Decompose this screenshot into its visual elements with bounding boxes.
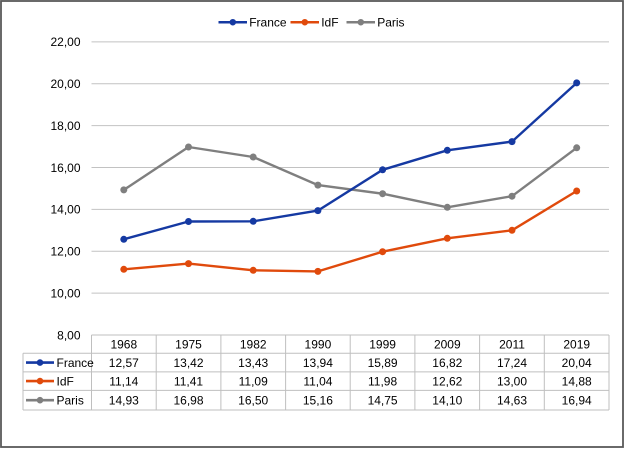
svg-text:14,93: 14,93 <box>109 394 139 408</box>
svg-text:16,98: 16,98 <box>173 394 203 408</box>
svg-text:12,00: 12,00 <box>50 245 80 259</box>
svg-text:France: France <box>57 356 95 370</box>
svg-text:10,00: 10,00 <box>50 286 80 300</box>
svg-text:15,89: 15,89 <box>368 356 398 370</box>
svg-text:20,00: 20,00 <box>50 77 80 91</box>
svg-text:16,50: 16,50 <box>238 394 268 408</box>
svg-text:15,16: 15,16 <box>303 394 333 408</box>
svg-text:2019: 2019 <box>563 337 590 351</box>
svg-text:13,00: 13,00 <box>497 374 527 388</box>
svg-text:11,98: 11,98 <box>368 374 397 388</box>
svg-text:IdF: IdF <box>57 374 74 388</box>
svg-text:16,82: 16,82 <box>432 356 462 370</box>
svg-text:18,00: 18,00 <box>50 119 80 133</box>
svg-text:1999: 1999 <box>369 337 396 351</box>
svg-text:2011: 2011 <box>499 337 525 351</box>
svg-text:12,57: 12,57 <box>109 356 139 370</box>
svg-text:2009: 2009 <box>434 337 461 351</box>
svg-text:20,04: 20,04 <box>562 356 592 370</box>
svg-text:11,14: 11,14 <box>109 374 138 388</box>
svg-text:17,24: 17,24 <box>497 356 527 370</box>
svg-text:14,00: 14,00 <box>50 203 80 217</box>
svg-text:11,09: 11,09 <box>239 374 268 388</box>
svg-text:1982: 1982 <box>240 337 267 351</box>
svg-text:11,04: 11,04 <box>303 374 332 388</box>
svg-text:8,00: 8,00 <box>57 328 81 342</box>
svg-text:13,43: 13,43 <box>238 356 268 370</box>
svg-text:14,63: 14,63 <box>497 394 527 408</box>
svg-text:14,75: 14,75 <box>368 394 398 408</box>
svg-text:1990: 1990 <box>305 337 332 351</box>
svg-text:22,00: 22,00 <box>50 35 80 49</box>
svg-text:11,41: 11,41 <box>174 374 203 388</box>
svg-text:16,00: 16,00 <box>50 161 80 175</box>
svg-text:14,10: 14,10 <box>432 394 462 408</box>
svg-text:Paris: Paris <box>377 16 404 30</box>
svg-text:13,42: 13,42 <box>173 356 203 370</box>
svg-text:1968: 1968 <box>110 337 137 351</box>
svg-text:14,88: 14,88 <box>562 374 592 388</box>
svg-text:Paris: Paris <box>57 394 84 408</box>
svg-text:13,94: 13,94 <box>303 356 333 370</box>
svg-text:16,94: 16,94 <box>562 394 592 408</box>
svg-text:IdF: IdF <box>321 16 338 30</box>
svg-text:12,62: 12,62 <box>432 374 462 388</box>
svg-text:1975: 1975 <box>175 337 202 351</box>
svg-text:France: France <box>249 16 287 30</box>
